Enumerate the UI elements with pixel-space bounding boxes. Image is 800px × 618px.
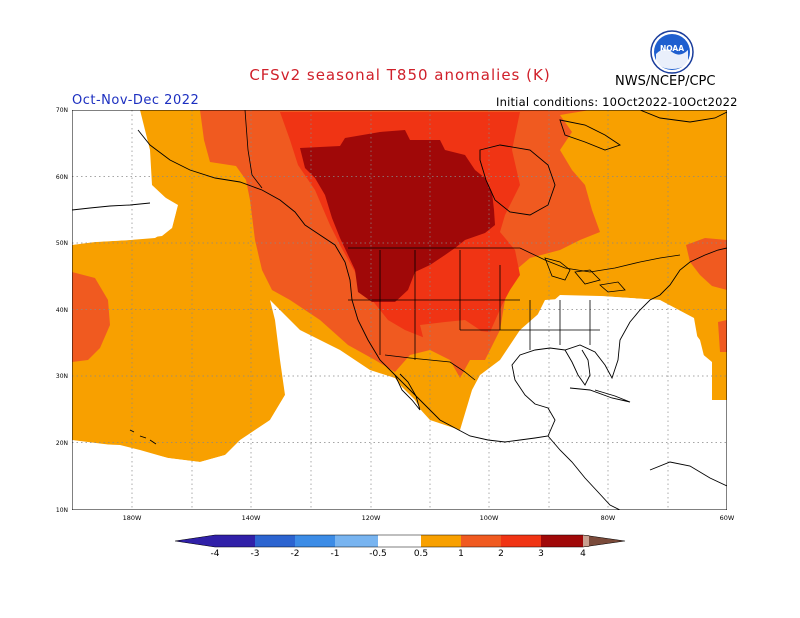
lon-label-100w: 100W <box>480 514 499 522</box>
state-borders <box>348 250 600 360</box>
lat-label-20n: 20N <box>56 440 68 447</box>
coastline-hudson-bay <box>479 144 556 216</box>
anomaly-region-1-2-southeast <box>718 320 727 352</box>
colorbar: -4 -3 -2 -1 -0.5 0.5 1 2 3 4 <box>174 534 626 559</box>
longitude-labels: 180W 140W 120W 100W 80W 60W <box>123 514 735 522</box>
map-title: CFSv2 seasonal T850 anomalies (K) <box>249 66 551 84</box>
colorbar-swatch-minus-3-minus-2 <box>255 535 295 547</box>
colorbar-swatch-minus-2-minus-1 <box>295 535 335 547</box>
lat-label-40n: 40N <box>56 307 68 314</box>
agency-label: NWS/NCEP/CPC <box>615 74 716 89</box>
colorbar-swatch-minus-1-minus-0.5 <box>335 535 378 547</box>
lon-label-60w: 60W <box>720 514 735 522</box>
colorbar-swatch-0.5-1 <box>421 535 461 547</box>
map-field <box>72 110 727 510</box>
noaa-logo: NOAA <box>650 30 694 74</box>
coastline-north-america <box>137 129 727 443</box>
colorbar-label-0.5: 0.5 <box>414 549 428 559</box>
political-boundaries <box>244 110 681 381</box>
colorbar-label-2: 2 <box>498 549 504 559</box>
coastline-hawaii <box>129 429 157 445</box>
coastline-south-america <box>649 461 727 487</box>
colorbar-swatch-neutral <box>378 535 421 547</box>
lat-label-60n: 60N <box>56 174 68 181</box>
colorbar-outline <box>174 534 626 548</box>
neutral-region-alaska <box>72 110 176 244</box>
anomaly-region-1-2-pacific <box>72 272 110 362</box>
lat-label-10n: 10N <box>56 507 68 514</box>
border-alaska-canada <box>244 110 263 189</box>
colorbar-swatch-minus-4-minus-3 <box>215 535 255 547</box>
border-us-canada <box>348 247 681 273</box>
colorbar-swatch-4-edge <box>583 535 589 547</box>
coastline-arctic-islands <box>559 119 622 151</box>
coastline-florida <box>564 349 591 386</box>
coastline-aleutians <box>72 202 151 211</box>
coastline-cuba <box>569 387 631 403</box>
lat-label-30n: 30N <box>56 373 68 380</box>
colorbar-swatch-above-4 <box>583 535 625 547</box>
anomaly-region-1-2-southwest <box>420 320 488 352</box>
latitude-labels: 70N 60N 50N 40N 30N 20N 10N <box>56 107 68 514</box>
colorbar-label-minus-0.5: -0.5 <box>369 549 387 559</box>
graticule <box>72 110 727 510</box>
colorbar-swatch-2-3 <box>501 535 541 547</box>
noaa-logo-text: NOAA <box>660 44 684 53</box>
colorbar-swatch-1-2 <box>461 535 501 547</box>
colorbar-label-minus-2: -2 <box>291 549 300 559</box>
lon-label-140w: 140W <box>242 514 261 522</box>
colorbar-label-minus-3: -3 <box>251 549 260 559</box>
colorbar-label-1: 1 <box>458 549 464 559</box>
great-lakes <box>544 257 626 293</box>
lat-label-50n: 50N <box>56 240 68 247</box>
lon-label-80w: 80W <box>601 514 616 522</box>
colorbar-swatch-below-minus-4 <box>175 535 215 547</box>
colorbar-swatch-3-4 <box>541 535 583 547</box>
initial-conditions-label: Initial conditions: 10Oct2022-10Oct2022 <box>496 95 738 109</box>
coastlines <box>72 110 727 510</box>
coastline-greenland <box>639 110 727 123</box>
lat-label-70n: 70N <box>56 107 68 114</box>
lon-label-120w: 120W <box>362 514 381 522</box>
border-us-mexico <box>384 354 476 381</box>
neutral-region-subtropical-pacific <box>72 378 480 510</box>
colorbar-label-minus-4: -4 <box>211 549 220 559</box>
lon-label-180w: 180W <box>123 514 142 522</box>
anomaly-region-1-2-atlantic <box>686 238 727 290</box>
colorbar-label-minus-1: -1 <box>331 549 340 559</box>
neutral-region-eastern-us <box>470 296 727 510</box>
colorbar-label-4: 4 <box>580 549 586 559</box>
anomaly-region-3-4 <box>300 130 495 302</box>
coastline-central-america <box>547 435 621 510</box>
colorbar-label-3: 3 <box>538 549 544 559</box>
coastline-baja <box>394 373 421 411</box>
season-label: Oct-Nov-Dec 2022 <box>72 93 200 108</box>
